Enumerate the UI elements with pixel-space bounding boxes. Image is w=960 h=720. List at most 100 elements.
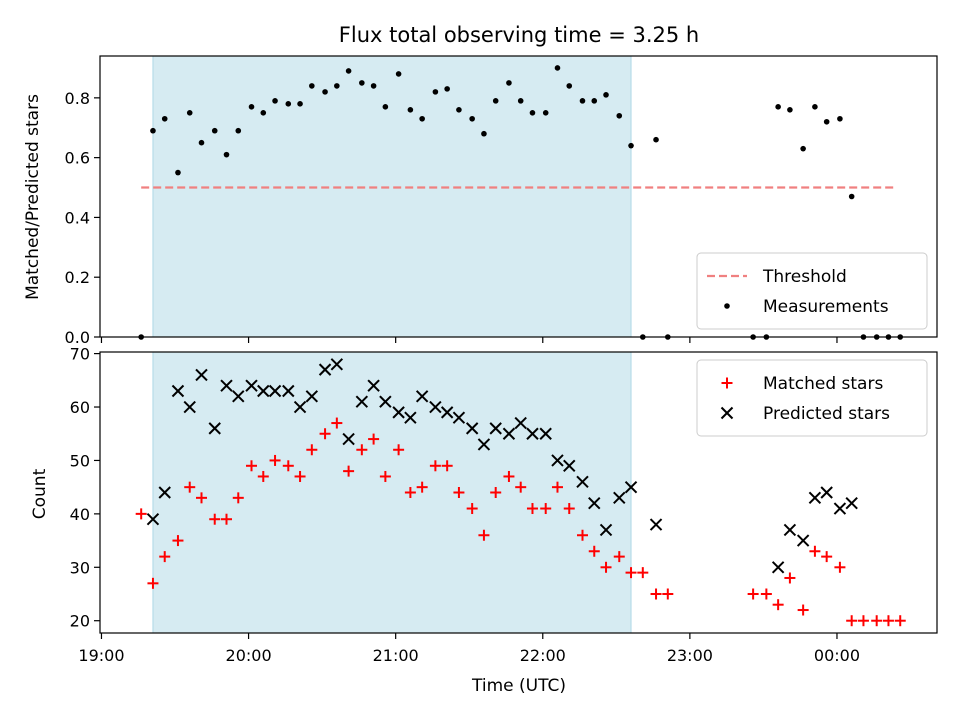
x-tick-label: 22:00 bbox=[520, 646, 566, 665]
observing-interval-shade bbox=[152, 55, 632, 338]
measurement-point bbox=[407, 107, 414, 113]
predicted-stars-point-b bbox=[820, 486, 833, 499]
predicted-stars-point bbox=[452, 411, 466, 424]
predicted-stars-point-b bbox=[195, 368, 208, 382]
predicted-stars-point-b bbox=[355, 395, 369, 408]
measurement-point bbox=[382, 104, 389, 110]
matched-stars-point bbox=[135, 508, 147, 520]
legend-swatch-b bbox=[720, 406, 734, 420]
matched-stars-point bbox=[650, 588, 662, 600]
measurement-point bbox=[432, 89, 439, 95]
matched-stars-point bbox=[613, 551, 625, 563]
measurement-point bbox=[787, 107, 793, 113]
predicted-stars-point-b bbox=[649, 518, 663, 531]
measurement-point bbox=[309, 83, 315, 89]
matched-stars-point bbox=[195, 492, 207, 504]
legend-label-measurements: Measurements bbox=[763, 297, 889, 317]
predicted-stars-point bbox=[379, 395, 392, 408]
predicted-stars-point bbox=[429, 400, 442, 414]
predicted-stars-point bbox=[158, 486, 171, 499]
predicted-stars-point-b bbox=[783, 523, 797, 537]
predicted-stars-point-b bbox=[502, 427, 516, 440]
matched-stars-point bbox=[894, 615, 906, 627]
predicted-stars-point-b bbox=[220, 379, 233, 392]
y-tick-label: 0.4 bbox=[65, 208, 90, 227]
predicted-stars-point-b bbox=[379, 395, 392, 408]
measurement-point bbox=[150, 127, 156, 134]
predicted-stars-point bbox=[404, 411, 417, 424]
predicted-stars-point-b bbox=[232, 390, 245, 403]
matched-stars-point bbox=[429, 460, 441, 472]
predicted-stars-point-b bbox=[429, 400, 442, 414]
predicted-stars-point-b bbox=[146, 513, 160, 526]
predicted-stars-point-b bbox=[404, 411, 417, 424]
measurement-point bbox=[812, 104, 818, 110]
y-tick-label: 0.6 bbox=[65, 149, 90, 168]
predicted-stars-point bbox=[415, 390, 429, 403]
predicted-stars-point bbox=[624, 480, 638, 494]
count-panel: 20 30 40 50 60 70 19:00 20:00 21:00 22:00 23:00 00:… bbox=[70, 345, 938, 665]
predicted-stars-point bbox=[502, 427, 516, 440]
predicted-stars-point-b bbox=[305, 390, 319, 403]
measurement-point bbox=[481, 130, 487, 137]
predicted-stars-point bbox=[526, 427, 539, 440]
y-tick-label: 60 bbox=[70, 398, 90, 417]
matched-stars-point bbox=[821, 551, 833, 563]
measurement-point bbox=[848, 193, 855, 200]
measurement-point bbox=[823, 118, 830, 125]
matched-stars-point bbox=[857, 615, 869, 627]
legend-label-matched-stars: Matched stars bbox=[763, 374, 883, 394]
measurement-point bbox=[566, 83, 573, 89]
matched-stars-point bbox=[515, 481, 527, 493]
matched-stars-point bbox=[809, 545, 821, 557]
y-tick-label: 20 bbox=[70, 612, 90, 631]
matched-stars-point bbox=[540, 503, 552, 515]
predicted-stars-point-b bbox=[613, 491, 626, 505]
predicted-stars-point bbox=[539, 427, 552, 440]
legend-box bbox=[696, 252, 928, 330]
matched-stars-point bbox=[871, 615, 883, 627]
measurement-point bbox=[395, 71, 402, 77]
predicted-stars-point bbox=[355, 395, 369, 408]
predicted-stars-point-b bbox=[599, 523, 613, 537]
predicted-stars-point bbox=[833, 502, 847, 515]
bottom-y-axis-label: Count bbox=[30, 468, 50, 519]
y-tick-label: 0.0 bbox=[65, 328, 90, 347]
predicted-stars-point bbox=[268, 384, 282, 398]
measurement-point bbox=[517, 98, 524, 104]
predicted-stars-point-b bbox=[392, 406, 405, 419]
matched-stars-point bbox=[232, 492, 244, 504]
predicted-stars-point bbox=[183, 400, 196, 414]
legend: Threshold Measurements bbox=[696, 252, 928, 330]
chart-title: Flux total observing time = 3.25 h bbox=[339, 23, 699, 47]
matched-stars-point bbox=[282, 460, 294, 472]
measurement-point bbox=[285, 101, 292, 107]
matched-stars-point bbox=[834, 561, 846, 573]
predicted-stars-point bbox=[257, 384, 270, 398]
predicted-stars-point-b bbox=[268, 384, 282, 398]
predicted-stars-point-b bbox=[282, 384, 295, 398]
measurement-point bbox=[506, 80, 512, 86]
predicted-stars-point-b bbox=[318, 363, 332, 376]
predicted-stars-point-b bbox=[293, 400, 307, 414]
predicted-stars-point-b bbox=[624, 480, 638, 494]
predicted-stars-point bbox=[808, 491, 822, 505]
predicted-stars-point-b bbox=[526, 427, 539, 440]
measurement-point bbox=[223, 151, 230, 158]
measurement-point bbox=[334, 83, 340, 89]
matched-stars-point bbox=[453, 487, 465, 498]
predicted-stars-point-b bbox=[833, 502, 847, 515]
matched-stars-point bbox=[306, 444, 318, 456]
measurement-point bbox=[628, 142, 634, 149]
matched-stars-point bbox=[760, 588, 772, 600]
legend-swatch-measurements bbox=[724, 303, 730, 309]
legend: Matched stars Predicted stars bbox=[696, 359, 928, 437]
measurement-point bbox=[542, 109, 549, 116]
measurement-point bbox=[529, 109, 536, 116]
measurement-point bbox=[492, 98, 499, 104]
matched-stars-point bbox=[379, 470, 391, 482]
matched-stars-point bbox=[478, 529, 490, 541]
predicted-stars-point-b bbox=[183, 400, 196, 414]
predicted-stars-point bbox=[392, 406, 405, 419]
measurement-point bbox=[161, 115, 168, 122]
